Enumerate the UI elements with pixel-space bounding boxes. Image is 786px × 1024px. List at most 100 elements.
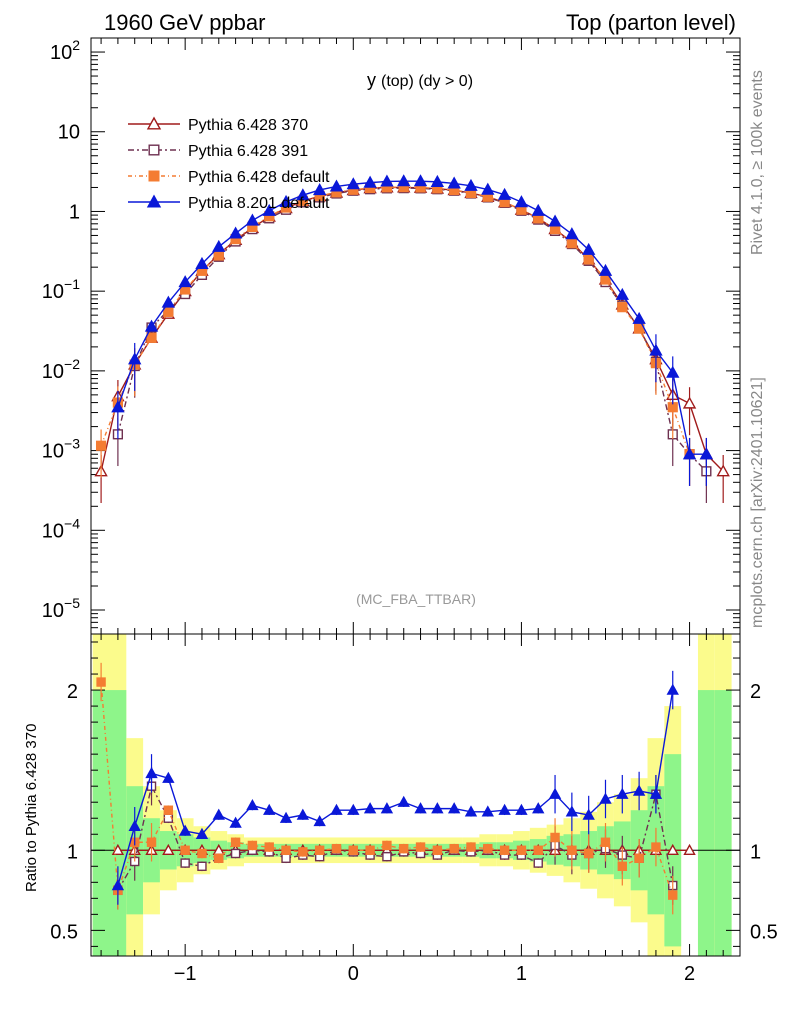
data-point [212, 239, 226, 252]
data-point [481, 182, 495, 195]
y-tick-label: 10 [58, 122, 80, 144]
data-point [399, 843, 409, 854]
data-point [145, 766, 158, 779]
data-point [314, 845, 325, 855]
band-green [697, 690, 715, 956]
data-point [96, 677, 106, 687]
x-tick-label: 0 [348, 963, 359, 985]
data-point [532, 802, 545, 814]
data-point [447, 176, 461, 189]
data-point [162, 771, 175, 783]
legend: Pythia 6.428 370 Pythia 6.428 391 Pythia 6… [128, 116, 330, 212]
y-tick-label: 10−2 [42, 356, 80, 383]
ratio-frame [90, 633, 741, 957]
data-point [531, 203, 545, 216]
data-point [548, 214, 562, 227]
data-point [666, 843, 679, 855]
data-point [329, 179, 344, 192]
data-point [212, 808, 225, 820]
data-point [616, 787, 629, 799]
data-point [481, 805, 494, 817]
data-point [111, 400, 125, 413]
data-point [516, 845, 527, 855]
data-point [413, 174, 428, 187]
y-tick-label: 1 [69, 201, 80, 223]
data-point [281, 853, 291, 863]
legend-label: Pythia 6.428 370 [188, 117, 308, 134]
data-point [464, 178, 478, 191]
data-point [298, 847, 308, 857]
data-point [146, 116, 162, 130]
data-point [466, 842, 476, 852]
data-point [567, 845, 577, 855]
data-point [228, 226, 243, 239]
legend-label: Pythia 8.201 default [188, 195, 330, 212]
data-point [245, 213, 260, 226]
data-point [148, 144, 160, 156]
x-tick-label: 1 [516, 963, 527, 985]
x-tick-label: −1 [174, 963, 197, 985]
data-point [565, 227, 579, 240]
data-point [229, 816, 242, 828]
data-point [464, 805, 478, 817]
data-point [330, 803, 343, 815]
data-point [163, 306, 174, 317]
data-point [331, 843, 342, 854]
ratio-tick-label-right: 0.5 [750, 921, 778, 943]
ratio-y-label: Ratio to Pythia 6.428 370 [23, 724, 40, 892]
ratio-tick-label: 0.5 [50, 921, 78, 943]
series-3 [111, 174, 714, 905]
data-point [617, 302, 628, 313]
data-point [180, 858, 190, 868]
ratio-line [117, 689, 674, 886]
data-point [682, 396, 697, 409]
data-point [279, 811, 293, 823]
band-green [109, 690, 127, 956]
data-point [163, 805, 174, 815]
data-point [397, 795, 410, 807]
data-point [363, 175, 377, 188]
data-point [313, 814, 326, 827]
data-point [666, 683, 679, 695]
data-point [683, 843, 696, 855]
data-point [483, 843, 493, 854]
data-point [312, 183, 327, 196]
data-point [230, 848, 241, 859]
data-point [617, 861, 628, 871]
legend-label: Pythia 6.428 391 [188, 143, 308, 160]
data-point [128, 352, 142, 365]
data-point [431, 802, 444, 814]
watermark: (MC_FBA_TTBAR) [356, 591, 476, 607]
data-point [365, 845, 375, 855]
data-point [430, 174, 445, 187]
data-point [95, 440, 107, 451]
plot-title: y (top) (dy > 0) [367, 70, 473, 90]
ratio-tick-label-right: 2 [750, 681, 761, 703]
data-point [447, 802, 461, 814]
data-point [213, 250, 224, 261]
ratio-line [117, 784, 674, 891]
data-point [197, 861, 207, 871]
data-point [348, 845, 358, 855]
series-line [100, 186, 724, 472]
data-point [415, 842, 426, 852]
data-point [682, 447, 697, 460]
data-point [533, 845, 543, 855]
data-point [363, 802, 377, 814]
data-point [649, 343, 663, 356]
data-point [397, 174, 411, 187]
data-point [566, 238, 577, 249]
data-point [414, 802, 427, 814]
data-point [148, 170, 160, 182]
data-point [382, 840, 392, 851]
data-point [380, 174, 394, 187]
data-point [632, 784, 646, 796]
legend-label: Pythia 6.428 default [188, 169, 330, 186]
data-point [382, 851, 392, 862]
data-point [599, 792, 612, 804]
data-point [583, 254, 594, 265]
data-point [581, 242, 596, 255]
data-point [582, 808, 595, 820]
data-point [615, 287, 629, 300]
side-label-rivet: Rivet 4.1.0, ≥ 100k events [749, 70, 766, 255]
